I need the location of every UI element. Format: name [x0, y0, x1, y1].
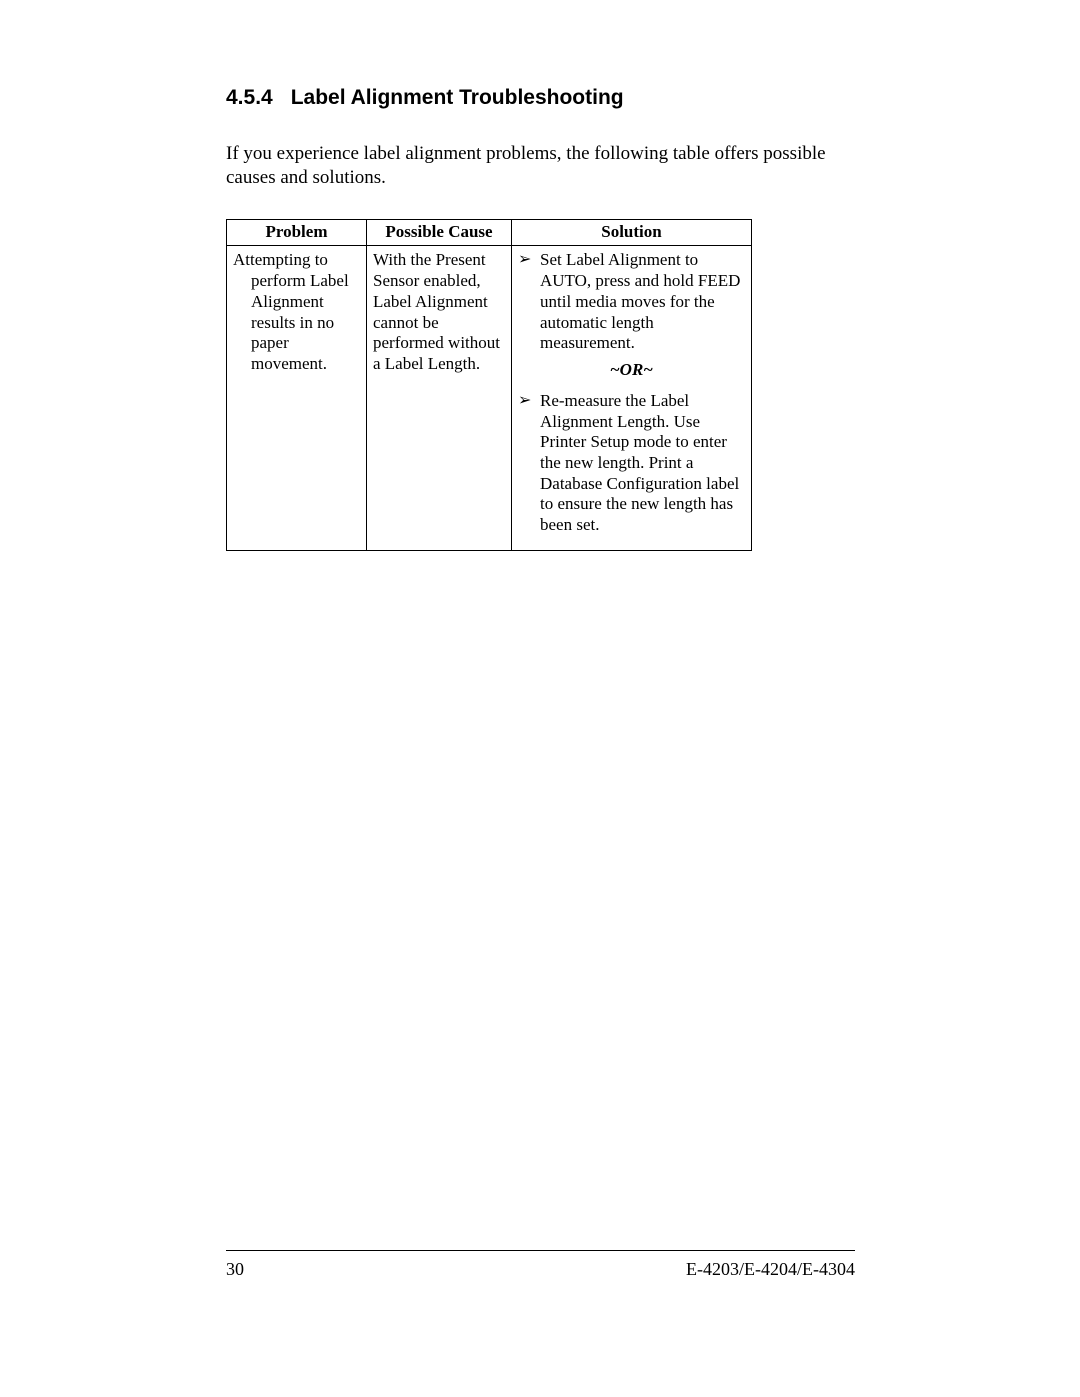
footer-rule [226, 1250, 855, 1251]
cell-cause: With the Present Sensor enabled, Label A… [367, 246, 512, 551]
col-header-solution: Solution [512, 219, 752, 246]
solution-text-1: Set Label Alignment to AUTO, press and h… [540, 250, 740, 352]
col-header-cause: Possible Cause [367, 219, 512, 246]
footer-row: 30 E-4203/E-4204/E-4304 [226, 1259, 855, 1280]
section-title: Label Alignment Troubleshooting [291, 86, 624, 109]
intro-paragraph: If you experience label alignment proble… [226, 142, 855, 191]
table-row: Attempting to perform Label Alignment re… [227, 246, 752, 551]
col-header-problem: Problem [227, 219, 367, 246]
or-separator: ~OR~ [518, 360, 745, 381]
cell-problem: Attempting to perform Label Alignment re… [227, 246, 367, 551]
section-heading: 4.5.4 Label Alignment Troubleshooting [226, 86, 855, 110]
solution-item-2: ➢ Re-measure the Label Alignment Length.… [518, 391, 745, 536]
solution-text-2: Re-measure the Label Alignment Length. U… [540, 391, 739, 534]
troubleshooting-table: Problem Possible Cause Solution Attempti… [226, 219, 752, 551]
document-page: 4.5.4 Label Alignment Troubleshooting If … [0, 0, 1080, 1397]
doc-id: E-4203/E-4204/E-4304 [686, 1259, 855, 1280]
bullet-icon: ➢ [518, 250, 531, 270]
section-number: 4.5.4 [226, 86, 273, 110]
solution-item-1: ➢ Set Label Alignment to AUTO, press and… [518, 250, 745, 354]
problem-text: Attempting to perform Label Alignment re… [251, 250, 360, 374]
table-header-row: Problem Possible Cause Solution [227, 219, 752, 246]
page-number: 30 [226, 1259, 244, 1280]
page-footer: 30 E-4203/E-4204/E-4304 [226, 1250, 855, 1280]
cell-solution: ➢ Set Label Alignment to AUTO, press and… [512, 246, 752, 551]
bullet-icon: ➢ [518, 391, 531, 411]
